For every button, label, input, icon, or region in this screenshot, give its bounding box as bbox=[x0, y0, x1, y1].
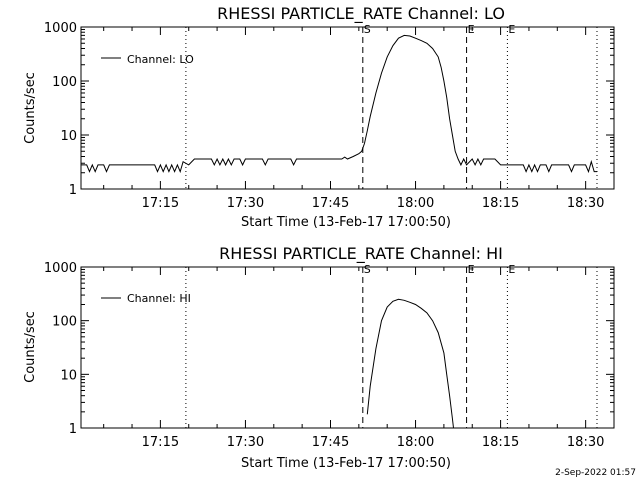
hi-y-tick-label: 10 bbox=[60, 368, 77, 383]
hi-chart-title: RHESSI PARTICLE_RATE Channel: HI bbox=[219, 244, 503, 264]
hi-y-tick-label: 1000 bbox=[44, 261, 77, 276]
lo-y-tick-label: 10 bbox=[60, 129, 77, 144]
lo-x-tick-label: 18:00 bbox=[397, 196, 434, 211]
hi-x-axis-label: Start Time (13-Feb-17 17:00:50) bbox=[241, 456, 451, 471]
lo-y-tick-label: 100 bbox=[52, 75, 77, 90]
lo-marker-label: E bbox=[508, 23, 515, 36]
lo-marker-label: S bbox=[364, 23, 371, 36]
hi-marker-label: E bbox=[468, 263, 475, 276]
hi-plot-frame bbox=[80, 266, 615, 429]
lo-chart-title: RHESSI PARTICLE_RATE Channel: LO bbox=[217, 4, 505, 24]
lo-channel-panel: RHESSI PARTICLE_RATE Channel: LO Counts/… bbox=[23, 4, 615, 230]
lo-x-tick-label: 17:45 bbox=[312, 196, 349, 211]
lo-x-axis-label: Start Time (13-Feb-17 17:00:50) bbox=[241, 215, 451, 230]
hi-marker-label: S bbox=[364, 263, 371, 276]
hi-y-axis-label: Counts/sec bbox=[23, 311, 38, 383]
hi-y-tick-label: 100 bbox=[52, 315, 77, 330]
lo-x-tick-label: 17:15 bbox=[142, 196, 179, 211]
hi-x-tick-label: 18:00 bbox=[397, 435, 434, 450]
hi-x-tick-label: 18:30 bbox=[567, 435, 604, 450]
lo-plot-frame bbox=[80, 26, 615, 190]
lo-legend-label: Channel: LO bbox=[127, 53, 194, 66]
hi-x-tick-label: 17:15 bbox=[142, 435, 179, 450]
lo-y-tick-label: 1 bbox=[69, 183, 77, 198]
lo-y-tick-label: 1000 bbox=[44, 21, 77, 36]
hi-marker-label: E bbox=[508, 263, 515, 276]
hi-x-tick-label: 17:30 bbox=[227, 435, 264, 450]
hi-series-line bbox=[366, 298, 454, 429]
lo-x-tick-label: 18:30 bbox=[567, 196, 604, 211]
lo-x-tick-label: 17:30 bbox=[227, 196, 264, 211]
timestamp-footer: 2-Sep-2022 01:57 bbox=[555, 468, 636, 478]
hi-y-tick-label: 1 bbox=[69, 422, 77, 437]
hi-x-tick-label: 18:15 bbox=[482, 435, 519, 450]
lo-y-axis-label: Counts/sec bbox=[23, 72, 38, 144]
lo-marker-label: E bbox=[468, 23, 475, 36]
hi-legend-label: Channel: HI bbox=[127, 292, 191, 305]
lo-x-tick-label: 18:15 bbox=[482, 196, 519, 211]
lo-series-line bbox=[81, 34, 597, 174]
hi-channel-panel: RHESSI PARTICLE_RATE Channel: HI Counts/… bbox=[23, 244, 615, 471]
hi-x-tick-label: 17:45 bbox=[312, 435, 349, 450]
